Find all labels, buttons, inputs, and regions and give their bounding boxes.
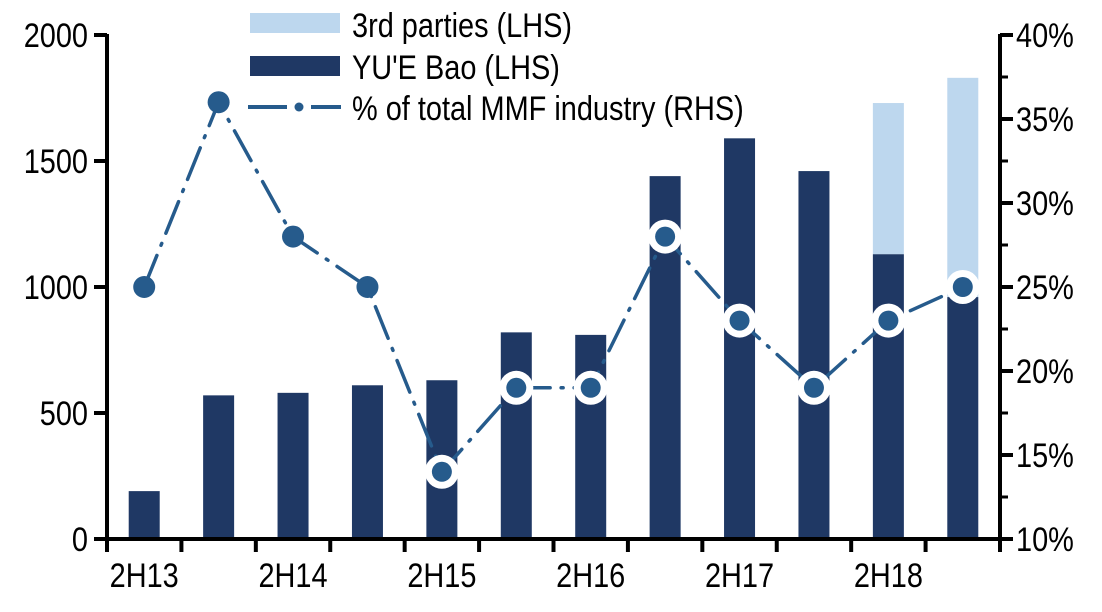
yue-bao-bar bbox=[798, 171, 830, 539]
pct-marker bbox=[952, 277, 973, 297]
pct-marker bbox=[729, 310, 750, 331]
right-axis-tick-label: 15% bbox=[1016, 437, 1074, 475]
yue-bao-bar bbox=[872, 254, 904, 540]
legend-swatch-yue-bao bbox=[250, 56, 340, 76]
x-axis-label: 2H16 bbox=[556, 557, 625, 595]
third-parties-bar-segment bbox=[872, 103, 904, 255]
legend-label-yue-bao: YU'E Bao (LHS) bbox=[352, 49, 560, 87]
right-axis-tick-label: 40% bbox=[1016, 17, 1074, 55]
right-axis-tick-label: 20% bbox=[1016, 353, 1074, 391]
legend-swatch-third-parties bbox=[250, 13, 340, 33]
x-axis-label: 2H17 bbox=[705, 557, 774, 595]
pct-marker bbox=[878, 310, 899, 331]
yue-bao-bar bbox=[203, 395, 235, 539]
legend-label-pct-mmf: % of total MMF industry (RHS) bbox=[352, 90, 744, 128]
left-axis-tick-label: 0 bbox=[72, 521, 88, 559]
right-axis-tick-label: 30% bbox=[1016, 185, 1074, 223]
pct-marker bbox=[282, 225, 305, 248]
left-axis-tick-label: 1500 bbox=[24, 143, 88, 181]
right-axis-tick-label: 10% bbox=[1016, 521, 1074, 559]
yue-bao-bar bbox=[351, 385, 383, 539]
yue-bao-bar bbox=[128, 491, 160, 539]
pct-marker bbox=[655, 226, 676, 247]
legend-line-dot-icon bbox=[294, 102, 304, 112]
pct-marker bbox=[207, 91, 230, 114]
pct-marker bbox=[580, 377, 601, 398]
yue-bao-bar bbox=[277, 392, 309, 539]
third-parties-bar-segment bbox=[947, 77, 979, 298]
left-axis-tick-label: 2000 bbox=[24, 17, 88, 55]
pct-marker bbox=[133, 276, 156, 298]
yue-bao-bar bbox=[724, 138, 756, 539]
left-axis-tick-label: 1000 bbox=[24, 269, 88, 307]
yue-bao-bar bbox=[575, 334, 607, 539]
x-axis-label: 2H15 bbox=[407, 557, 476, 595]
pct-line bbox=[142, 98, 965, 476]
pct-marker bbox=[803, 377, 824, 398]
left-axis-tick-label: 500 bbox=[40, 395, 88, 433]
pct-marker bbox=[431, 461, 452, 482]
x-axis-label: 2H13 bbox=[110, 557, 179, 595]
pct-marker bbox=[506, 377, 527, 398]
yue-bao-bar bbox=[500, 332, 532, 539]
right-axis-tick-label: 25% bbox=[1016, 269, 1074, 307]
x-axis-label: 2H18 bbox=[854, 557, 923, 595]
right-axis-tick-label: 35% bbox=[1016, 101, 1074, 139]
pct-marker bbox=[356, 276, 379, 298]
yue-bao-bar bbox=[947, 297, 979, 539]
legend-label-third-parties: 3rd parties (LHS) bbox=[352, 7, 572, 45]
x-axis-label: 2H14 bbox=[258, 557, 327, 595]
